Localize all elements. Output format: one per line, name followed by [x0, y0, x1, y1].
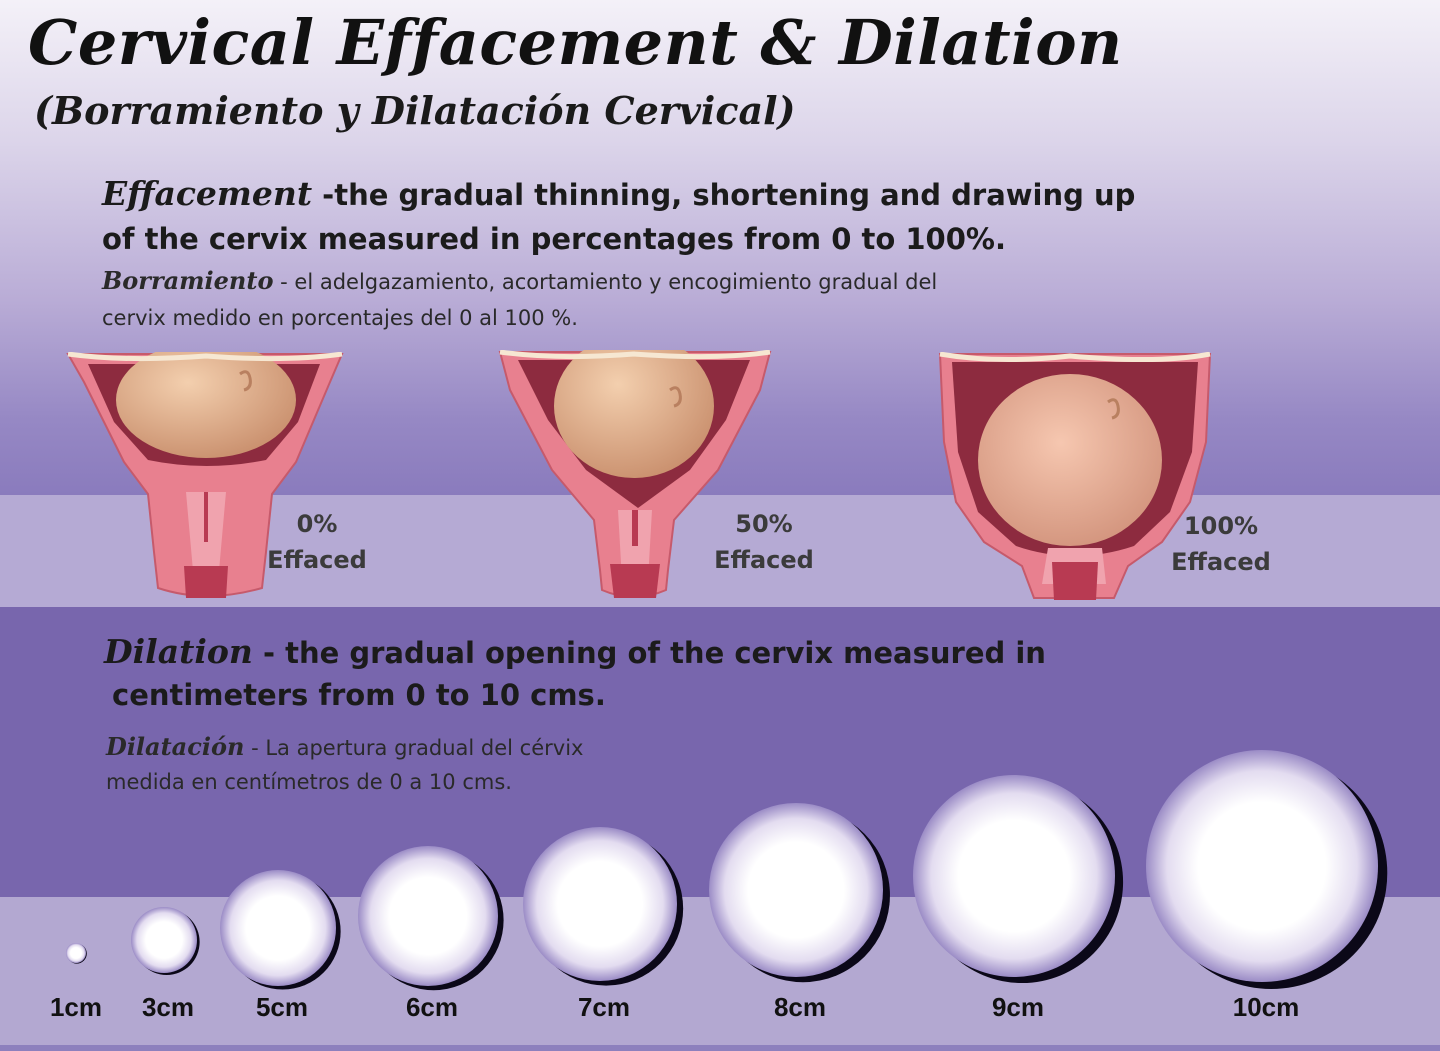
bottom-edge [0, 1045, 1440, 1051]
circle-label-5cm: 5cm [255, 992, 309, 1022]
circle-10cm [1146, 750, 1378, 982]
effacement-definition-line2: of the cervix measured in percentages fr… [102, 222, 1006, 256]
stage-50-effaced: Effaced [714, 546, 814, 574]
circle-6cm [358, 846, 498, 986]
uterus-100-icon [938, 351, 1212, 600]
circle-8cm [709, 803, 883, 977]
effacement-es-text1: - el adelgazamiento, acortamiento y enco… [273, 270, 938, 294]
circle-label-9cm: 9cm [991, 992, 1045, 1022]
circle-label-1cm: 1cm [49, 992, 103, 1022]
borramiento-term: Borramiento [102, 266, 274, 295]
circle-label-7cm: 7cm [577, 992, 631, 1022]
circle-9cm [913, 775, 1115, 977]
stage-0-effaced: Effaced [267, 546, 367, 574]
effacement-definition-line1: Effacement -the gradual thinning, shorte… [102, 174, 1135, 213]
stage-0-illustration: 0% Effaced [66, 342, 367, 602]
dilation-definition-line1: Dilation - the gradual opening of the ce… [104, 632, 1046, 671]
circle-label-8cm: 8cm [773, 992, 827, 1022]
circle-label-10cm: 10cm [1232, 992, 1300, 1022]
circle-7cm [523, 827, 677, 981]
circle-1cm [66, 943, 86, 963]
stage-100-effaced: Effaced [1171, 548, 1271, 576]
stage-0-label: 0% Effaced [262, 506, 372, 578]
stage-50-illustration: 50% Effaced [498, 334, 814, 602]
dilation-definition-line2: centimeters from 0 to 10 cms. [112, 678, 606, 712]
uterus-0-icon [66, 342, 344, 598]
dilation-es-line1: Dilatación - La apertura gradual del cér… [106, 732, 583, 761]
effacement-es-line1: Borramiento - el adelgazamiento, acortam… [102, 266, 937, 295]
dilation-term: Dilation [104, 632, 253, 671]
effacement-text1: -the gradual thinning, shortening and dr… [312, 178, 1136, 212]
circle-label-6cm: 6cm [405, 992, 459, 1022]
dilation-text1: - the gradual opening of the cervix meas… [252, 636, 1046, 670]
page-subtitle: (Borramiento y Dilatación Cervical) [34, 88, 796, 133]
uterus-50-icon [498, 334, 772, 598]
dilation-es-line2: medida en centímetros de 0 a 10 cms. [106, 770, 512, 794]
effacement-es-line2: cervix medido en porcentajes del 0 al 10… [102, 306, 578, 330]
dilation-es-text1: - La apertura gradual del cérvix [244, 736, 584, 760]
circle-3cm [131, 907, 197, 973]
effacement-term: Effacement [102, 174, 313, 213]
stage-100-label: 100% Effaced [1166, 508, 1276, 580]
stage-50-pct: 50% [735, 510, 793, 538]
circle-label-3cm: 3cm [141, 992, 195, 1022]
stage-100-illustration: 100% Effaced [938, 351, 1271, 604]
circle-5cm [220, 870, 336, 986]
stage-0-pct: 0% [296, 510, 338, 538]
page-title: Cervical Effacement & Dilation [28, 6, 1123, 79]
stage-50-label: 50% Effaced [704, 506, 824, 578]
stage-100-pct: 100% [1183, 512, 1259, 540]
dilatacion-term: Dilatación [106, 732, 245, 761]
